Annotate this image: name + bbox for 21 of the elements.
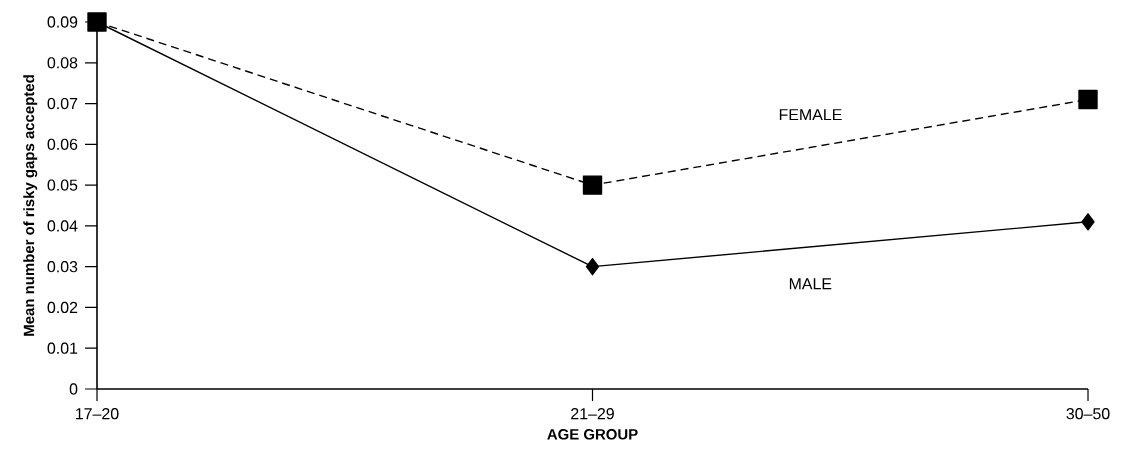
series-label: FEMALE bbox=[779, 109, 842, 121]
y-tick-label: 0.02 bbox=[47, 301, 78, 314]
point bbox=[1078, 89, 1098, 110]
point bbox=[1081, 213, 1095, 231]
y-axis-title: Mean number of risky gaps accepted bbox=[23, 75, 38, 336]
point bbox=[582, 175, 603, 195]
y-tick-label: 0 bbox=[69, 383, 78, 395]
y-tick-label: 0.08 bbox=[47, 57, 78, 69]
y-tick-label: 0.01 bbox=[47, 342, 78, 354]
y-tick-label: 0.09 bbox=[47, 16, 78, 28]
y-tick-label: 0.05 bbox=[47, 179, 78, 191]
y-tick-label: 0.03 bbox=[47, 261, 78, 273]
x-tick-label: 21–29 bbox=[571, 408, 614, 420]
x-axis-title: AGE GROUP bbox=[547, 429, 638, 440]
x-tick-label: 17–20 bbox=[76, 408, 119, 420]
y-tick-label: 0.04 bbox=[47, 220, 78, 232]
series-label: MALE bbox=[789, 278, 832, 290]
y-tick-label: 0.07 bbox=[47, 97, 78, 110]
y-tick-label: 0.06 bbox=[47, 138, 78, 150]
point bbox=[585, 257, 600, 276]
x-tick-label: 30–50 bbox=[1066, 408, 1110, 420]
